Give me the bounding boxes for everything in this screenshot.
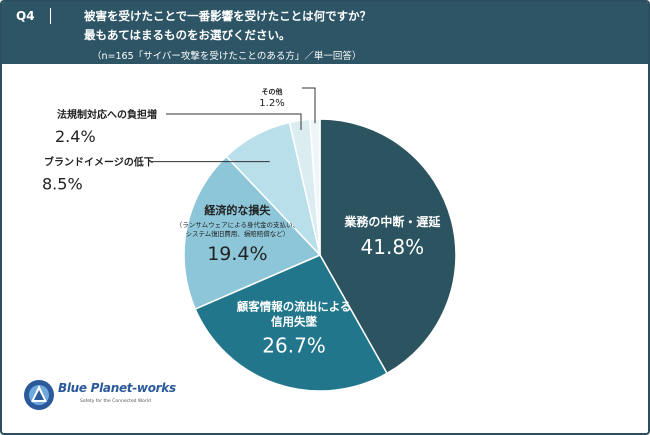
- slice-label-4: 法規制対応への負担増: [57, 108, 157, 121]
- leader-line-5: [302, 87, 316, 124]
- planet-logo-icon: [24, 380, 54, 410]
- question-text-line2: 最もあてはまるものをお選びください。: [84, 28, 291, 42]
- slice-value-1: 26.7%: [262, 333, 326, 357]
- slice-label-5: その他: [262, 87, 283, 96]
- pie-slice-0: [319, 118, 457, 375]
- slice-value-4: 2.4%: [55, 127, 96, 146]
- slice-sublabel-2-line2: システム復旧費用、損賠賠償など）: [185, 229, 289, 238]
- brand-logo: Blue Planet-works Safety for the Connect…: [22, 378, 192, 414]
- slice-value-2: 19.4%: [207, 243, 267, 265]
- slice-value-0: 41.8%: [361, 235, 425, 259]
- brand-tagline: Safety for the Connected World: [80, 399, 151, 404]
- question-text-line1: 被害を受けたことで一番影響を受けたことは何ですか？: [84, 9, 372, 23]
- slice-label-2: 経済的な損失: [204, 203, 271, 217]
- pie-slice-2: [183, 155, 322, 310]
- question-number: Q4: [16, 9, 35, 23]
- question-divider: [50, 8, 51, 24]
- slice-value-5: 1.2%: [259, 98, 284, 109]
- slice-sublabel-2-line1: （ランサムウェアによる身代金の支払い、: [176, 220, 299, 229]
- slice-value-3: 8.5%: [42, 175, 83, 194]
- slice-label-0: 業務の中断・遅延: [343, 214, 441, 229]
- leader-line-4: [166, 113, 302, 130]
- slice-label-1-line2: 信用失墜: [271, 314, 317, 328]
- question-header: Q4 被害を受けたことで一番影響を受けたことは何ですか？ 最もあてはまるものをお…: [2, 2, 648, 64]
- slice-label-1-line1: 顧客情報の流出による: [237, 299, 352, 313]
- slice-label-3: ブランドイメージの低下: [44, 156, 154, 169]
- brand-name: Blue Planet-works: [58, 381, 176, 395]
- sample-note: （n=165「サイバー攻撃を受けたことのある方」／単一回答）: [92, 51, 362, 62]
